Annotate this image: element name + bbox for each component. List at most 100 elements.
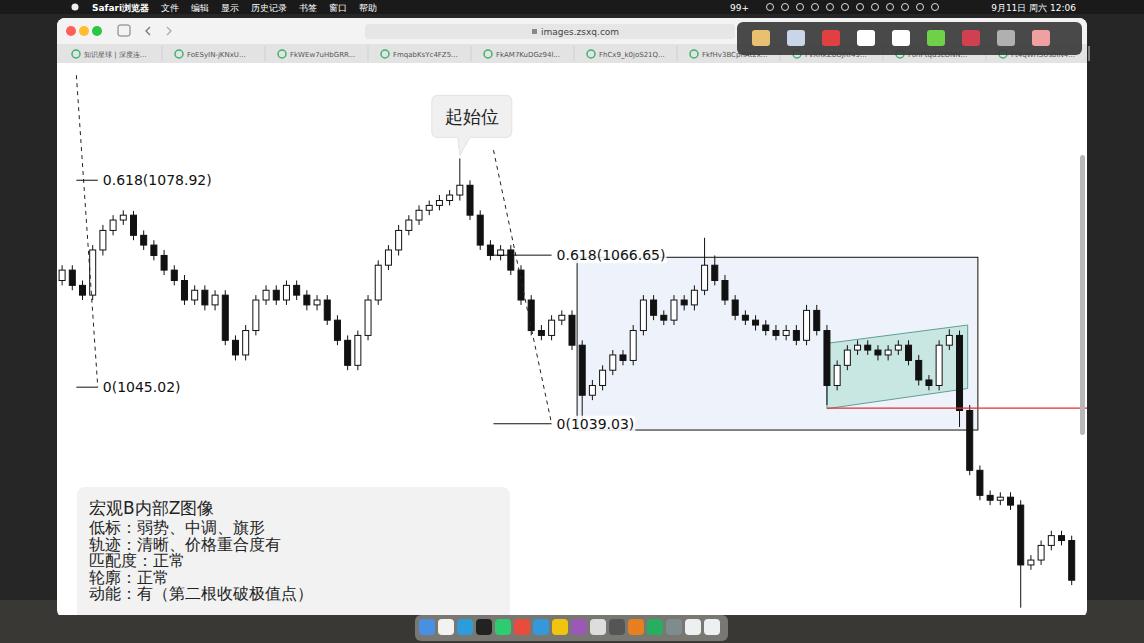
window-button[interactable] bbox=[66, 26, 76, 36]
annotation-tool[interactable] bbox=[962, 30, 980, 46]
tab-title[interactable]: FoESyIN-jKNxU... bbox=[187, 51, 246, 59]
candle-body bbox=[345, 340, 351, 365]
dock-icon[interactable] bbox=[571, 619, 587, 635]
dock-icon[interactable] bbox=[457, 619, 473, 635]
dock-icon[interactable] bbox=[590, 619, 606, 635]
candle-body bbox=[997, 497, 1003, 500]
candle-body bbox=[804, 310, 810, 340]
candle-body bbox=[416, 210, 422, 220]
fib-dash bbox=[76, 75, 97, 387]
candle-body bbox=[69, 270, 75, 285]
candle-body bbox=[130, 215, 136, 235]
status-icon bbox=[782, 4, 789, 11]
candle-body bbox=[467, 185, 473, 215]
candle-body bbox=[253, 300, 259, 331]
menu-item[interactable]: 文件 bbox=[161, 3, 179, 13]
annotation-tool[interactable] bbox=[892, 30, 910, 46]
candle-body bbox=[508, 250, 514, 270]
candle-body bbox=[79, 285, 85, 295]
candle-body bbox=[232, 340, 238, 355]
dock-icon[interactable] bbox=[685, 619, 701, 635]
dock-icon[interactable] bbox=[533, 619, 549, 635]
annotation-tool[interactable] bbox=[822, 30, 840, 46]
candle-body bbox=[283, 285, 289, 300]
menu-item[interactable]: 书签 bbox=[299, 3, 317, 13]
menu-item[interactable]: 窗口 bbox=[329, 3, 347, 13]
dock-icon[interactable] bbox=[419, 619, 435, 635]
dock-icon[interactable] bbox=[552, 619, 568, 635]
candle-body bbox=[967, 411, 973, 471]
dock-icon[interactable] bbox=[438, 619, 454, 635]
window-button[interactable] bbox=[92, 26, 102, 36]
candle-body bbox=[885, 350, 891, 355]
status-icon bbox=[797, 4, 804, 11]
menu-item[interactable]: 历史记录 bbox=[251, 3, 287, 13]
annotation-tool[interactable] bbox=[857, 30, 875, 46]
status-icon bbox=[812, 4, 819, 11]
candle-body bbox=[436, 201, 442, 206]
candle-body bbox=[90, 250, 96, 295]
tab-title[interactable]: FhCx9_k0joS21Q... bbox=[599, 51, 665, 59]
annotation-toolbar bbox=[737, 22, 1082, 55]
dock-icon[interactable] bbox=[666, 619, 682, 635]
candle-body bbox=[793, 331, 799, 341]
dock-icon[interactable] bbox=[704, 619, 720, 635]
breakout-line bbox=[827, 407, 1087, 408]
dock-icon[interactable] bbox=[495, 619, 511, 635]
tab-title[interactable]: FkAM7KuDGz94l... bbox=[496, 51, 560, 59]
candle-body bbox=[855, 345, 861, 350]
annotation-tool[interactable] bbox=[1032, 30, 1050, 46]
candle-body bbox=[59, 270, 65, 280]
forward-button[interactable] bbox=[167, 27, 171, 35]
candle-body bbox=[844, 350, 850, 365]
sidebar-button[interactable] bbox=[118, 25, 130, 36]
candle-body bbox=[783, 331, 789, 336]
candle-body bbox=[375, 265, 381, 300]
annotation-tool[interactable] bbox=[752, 30, 770, 46]
candle-body bbox=[712, 265, 718, 280]
menu-clock: 9月11日 周六 12:06 bbox=[991, 3, 1076, 13]
candle-body bbox=[212, 295, 218, 305]
candle-body bbox=[202, 290, 208, 305]
annotation-tool[interactable] bbox=[927, 30, 945, 46]
window-button[interactable] bbox=[79, 26, 89, 36]
candle-body bbox=[161, 255, 167, 270]
candle-body bbox=[600, 370, 606, 385]
dock-icon[interactable] bbox=[514, 619, 530, 635]
candle-body bbox=[487, 245, 493, 255]
menu-item[interactable]: 编辑 bbox=[191, 3, 209, 13]
candle-body bbox=[110, 220, 116, 230]
annotation-tool[interactable] bbox=[787, 30, 805, 46]
annotation-tool[interactable] bbox=[997, 30, 1015, 46]
menu-item[interactable]: 帮助 bbox=[359, 3, 377, 13]
candle-body bbox=[671, 300, 677, 320]
candle-body bbox=[834, 365, 840, 385]
flag-channel bbox=[827, 325, 968, 409]
dock-icon[interactable] bbox=[476, 619, 492, 635]
candle-body bbox=[589, 385, 595, 395]
menu-item[interactable]: 显示 bbox=[221, 3, 239, 13]
candle-body bbox=[355, 335, 361, 365]
status-icon bbox=[767, 4, 774, 11]
url-field[interactable] bbox=[365, 24, 735, 39]
menu-app[interactable]: Safari浏览器 bbox=[92, 3, 149, 13]
tab-title[interactable]: 知识星球 | 深度连... bbox=[84, 51, 146, 59]
lock-icon bbox=[532, 29, 537, 34]
candle-body bbox=[569, 315, 575, 345]
candle-body bbox=[742, 315, 748, 320]
fib-level bbox=[493, 255, 551, 256]
candle-body bbox=[141, 235, 147, 245]
status-icon bbox=[827, 4, 834, 11]
candle-body bbox=[875, 350, 881, 355]
dock-icon[interactable] bbox=[609, 619, 625, 635]
tab-title[interactable]: FkWEw7uHbGRR... bbox=[290, 51, 355, 59]
candle-body bbox=[120, 215, 126, 220]
tab-title[interactable]: FmqabKsYc4FZ5... bbox=[393, 51, 458, 59]
dock-icon[interactable] bbox=[647, 619, 663, 635]
candle-body bbox=[334, 320, 340, 340]
label-bg bbox=[556, 416, 636, 432]
tab-icon bbox=[484, 50, 492, 58]
candle-body bbox=[702, 265, 708, 290]
dock-icon[interactable] bbox=[628, 619, 644, 635]
back-button[interactable] bbox=[146, 27, 150, 35]
